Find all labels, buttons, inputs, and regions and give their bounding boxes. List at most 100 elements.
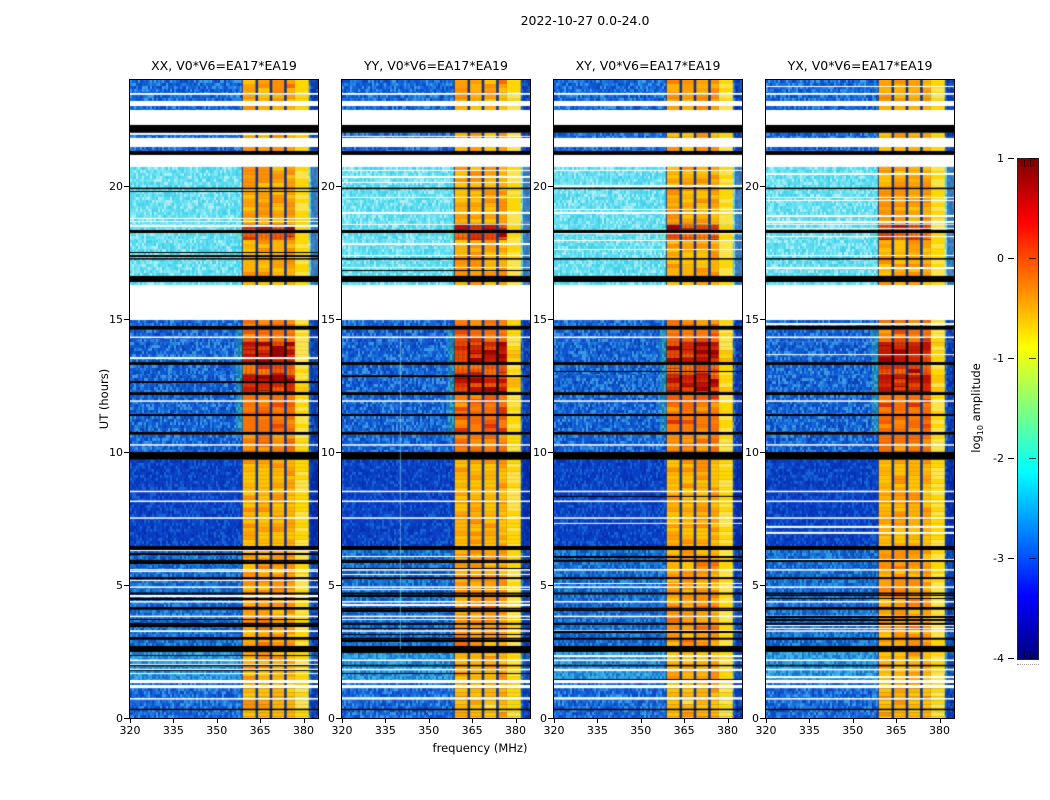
colorbar-tick-mark <box>1029 458 1036 459</box>
y-tick-label: 20 <box>533 179 547 193</box>
y-tick-mark <box>548 452 553 454</box>
colorbar-tick-mark <box>1008 458 1014 459</box>
colorbar-tick-mark <box>1008 358 1014 359</box>
y-tick-label: 5 <box>116 578 123 592</box>
colorbar-gradient <box>1018 159 1038 659</box>
colorbar-tick-label: -4 <box>993 651 1004 665</box>
x-tick-label: 365 <box>885 724 907 737</box>
colorbar <box>1017 158 1039 660</box>
x-tick-mark <box>385 719 387 723</box>
x-tick-mark <box>896 719 898 723</box>
y-tick-mark <box>548 718 553 719</box>
colorbar-tick-label: 0 <box>997 251 1004 265</box>
y-tick-label: 10 <box>321 445 335 459</box>
panel-YY <box>341 79 531 719</box>
x-tick-label: 350 <box>842 724 864 737</box>
y-tick-label: 20 <box>321 179 335 193</box>
y-axis-label: UT (hours) <box>97 368 111 430</box>
y-tick-label: 0 <box>752 711 759 725</box>
colorbar-tick-label: 1 <box>997 151 1004 165</box>
y-tick-label: 20 <box>109 179 123 193</box>
y-tick-mark <box>760 319 765 321</box>
y-tick-label: 0 <box>540 711 547 725</box>
x-tick-mark <box>640 719 642 723</box>
x-tick-label: 320 <box>331 724 353 737</box>
y-tick-mark <box>336 319 341 321</box>
y-tick-label: 10 <box>745 445 759 459</box>
x-tick-mark <box>303 719 305 723</box>
colorbar-tick-label: -2 <box>993 451 1004 465</box>
colorbar-tick-mark <box>1029 558 1036 559</box>
x-tick-mark <box>766 719 767 723</box>
y-tick-label: 10 <box>533 445 547 459</box>
y-tick-mark <box>124 452 129 454</box>
colorbar-top-hatch <box>1030 160 1031 167</box>
x-tick-label: 380 <box>929 724 951 737</box>
x-tick-label: 380 <box>717 724 739 737</box>
y-tick-label: 15 <box>321 312 335 326</box>
colorbar-tick-mark <box>1008 158 1014 159</box>
panel-title-YY: YY, V0*V6=EA17*EA19 <box>364 58 508 73</box>
y-tick-mark <box>760 186 765 188</box>
colorbar-label: log10 amplitude <box>968 363 986 453</box>
y-tick-label: 10 <box>109 445 123 459</box>
colorbar-tick-label: -1 <box>993 351 1004 365</box>
colorbar-tick-mark <box>1008 558 1014 559</box>
y-tick-mark <box>124 186 129 188</box>
colorbar-tick-mark <box>1008 658 1014 659</box>
x-tick-label: 350 <box>418 724 440 737</box>
y-tick-label: 20 <box>745 179 759 193</box>
y-tick-mark <box>124 718 129 719</box>
colorbar-bottom-hatch <box>1024 651 1025 658</box>
y-tick-label: 5 <box>328 578 335 592</box>
y-tick-label: 15 <box>109 312 123 326</box>
colorbar-bottom-hatch <box>1027 651 1028 658</box>
x-tick-label: 335 <box>162 724 184 737</box>
colorbar-top-hatch <box>1024 160 1025 167</box>
y-tick-mark <box>548 585 553 587</box>
colorbar-underline-dots <box>1017 664 1039 665</box>
x-tick-mark <box>472 719 474 723</box>
y-tick-label: 5 <box>540 578 547 592</box>
x-tick-mark <box>173 719 175 723</box>
y-tick-mark <box>760 452 765 454</box>
panel-XX <box>129 79 319 719</box>
panel-title-YX: YX, V0*V6=EA17*EA19 <box>787 58 933 73</box>
y-tick-mark <box>336 718 341 719</box>
x-tick-label: 335 <box>374 724 396 737</box>
x-tick-mark <box>342 719 343 723</box>
y-tick-mark <box>548 186 553 188</box>
x-tick-mark <box>684 719 686 723</box>
spectrogram-canvas-XY <box>554 80 742 718</box>
colorbar-tick-mark <box>1029 658 1036 659</box>
figure-title: 2022-10-27 0.0-24.0 <box>520 13 650 28</box>
colorbar-tick-mark <box>1029 158 1036 159</box>
colorbar-top-hatch <box>1021 160 1022 167</box>
panel-title-XX: XX, V0*V6=EA17*EA19 <box>151 58 297 73</box>
y-tick-mark <box>124 585 129 587</box>
x-tick-mark <box>939 719 941 723</box>
x-tick-label: 350 <box>630 724 652 737</box>
colorbar-top-hatch <box>1033 160 1034 167</box>
colorbar-tick-mark <box>1008 258 1014 259</box>
x-tick-mark <box>554 719 555 723</box>
y-tick-mark <box>336 585 341 587</box>
panel-YX <box>765 79 955 719</box>
spectrogram-canvas-XX <box>130 80 318 718</box>
colorbar-top-hatch <box>1027 160 1028 167</box>
y-tick-mark <box>760 718 765 719</box>
colorbar-tick-mark <box>1029 358 1036 359</box>
colorbar-tick-mark <box>1029 258 1036 259</box>
x-tick-label: 365 <box>461 724 483 737</box>
x-tick-mark <box>597 719 599 723</box>
x-tick-label: 365 <box>673 724 695 737</box>
x-tick-label: 320 <box>755 724 777 737</box>
colorbar-bottom-hatch <box>1033 651 1034 658</box>
y-tick-mark <box>336 186 341 188</box>
x-tick-mark <box>852 719 854 723</box>
x-tick-label: 350 <box>206 724 228 737</box>
x-tick-mark <box>216 719 218 723</box>
x-tick-label: 380 <box>505 724 527 737</box>
panel-title-XY: XY, V0*V6=EA17*EA19 <box>575 58 721 73</box>
